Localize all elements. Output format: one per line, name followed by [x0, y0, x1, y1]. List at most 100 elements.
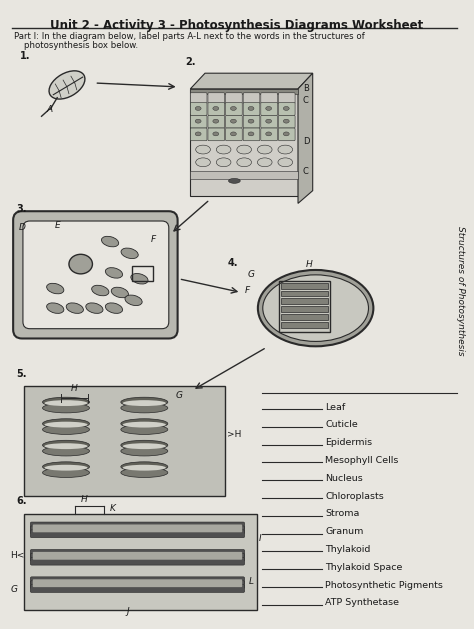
Ellipse shape [46, 303, 64, 313]
FancyBboxPatch shape [13, 211, 178, 338]
Bar [132, 266, 153, 281]
Bar [282, 314, 328, 320]
Text: Stroma: Stroma [326, 509, 360, 518]
FancyBboxPatch shape [30, 557, 245, 565]
Text: photosynthesis box below.: photosynthesis box below. [24, 41, 138, 50]
FancyBboxPatch shape [278, 128, 295, 141]
Bar [191, 171, 298, 179]
Ellipse shape [195, 120, 201, 123]
Text: H<: H< [10, 551, 25, 560]
Text: Granum: Granum [326, 527, 364, 536]
Text: G: G [10, 585, 17, 594]
Ellipse shape [121, 398, 168, 407]
Ellipse shape [121, 425, 168, 435]
Text: E: E [55, 221, 61, 230]
Bar [282, 291, 328, 296]
Text: 2.: 2. [185, 57, 196, 67]
FancyBboxPatch shape [226, 115, 242, 128]
FancyBboxPatch shape [243, 128, 260, 141]
Ellipse shape [121, 446, 168, 456]
Ellipse shape [91, 286, 109, 296]
Ellipse shape [43, 403, 90, 413]
Text: H: H [71, 384, 78, 393]
Bar [282, 298, 328, 304]
Text: H: H [306, 260, 312, 269]
Ellipse shape [45, 400, 88, 406]
FancyBboxPatch shape [30, 550, 245, 557]
Ellipse shape [66, 303, 83, 313]
Ellipse shape [266, 132, 272, 136]
Text: C: C [303, 167, 309, 176]
Ellipse shape [248, 120, 254, 123]
Ellipse shape [248, 106, 254, 111]
FancyBboxPatch shape [261, 128, 277, 141]
Bar [279, 281, 330, 331]
Text: 4.: 4. [228, 258, 238, 268]
Bar [191, 89, 298, 196]
Ellipse shape [213, 132, 219, 136]
FancyBboxPatch shape [243, 92, 260, 104]
Ellipse shape [121, 419, 168, 428]
Ellipse shape [45, 421, 88, 428]
Ellipse shape [283, 120, 289, 123]
FancyBboxPatch shape [33, 552, 242, 560]
Text: D: D [19, 223, 26, 232]
FancyBboxPatch shape [23, 221, 169, 329]
Text: K: K [110, 504, 116, 513]
Text: F: F [151, 235, 156, 243]
Polygon shape [298, 73, 313, 203]
Ellipse shape [43, 446, 90, 456]
Text: Part I: In the diagram below, label parts A-L next to the words in the structure: Part I: In the diagram below, label part… [14, 32, 365, 41]
Text: Chloroplasts: Chloroplasts [326, 492, 384, 501]
FancyBboxPatch shape [226, 128, 242, 141]
Ellipse shape [131, 274, 148, 284]
Ellipse shape [121, 440, 168, 450]
Text: B: B [303, 84, 309, 93]
Ellipse shape [216, 158, 231, 167]
FancyBboxPatch shape [243, 103, 260, 115]
Ellipse shape [123, 400, 166, 406]
FancyBboxPatch shape [30, 577, 245, 585]
Text: Photosynthetic Pigments: Photosynthetic Pigments [326, 581, 443, 589]
Ellipse shape [258, 270, 374, 347]
Ellipse shape [43, 425, 90, 435]
Ellipse shape [86, 303, 103, 313]
Text: 6.: 6. [16, 496, 27, 506]
Ellipse shape [105, 303, 123, 313]
Ellipse shape [228, 179, 240, 183]
Text: Nucleus: Nucleus [326, 474, 363, 483]
FancyBboxPatch shape [191, 115, 207, 128]
Text: 3.: 3. [16, 204, 27, 214]
Ellipse shape [237, 158, 252, 167]
FancyBboxPatch shape [30, 522, 245, 530]
Bar [191, 89, 298, 94]
FancyBboxPatch shape [30, 585, 245, 593]
Text: Epidermis: Epidermis [326, 438, 373, 447]
Ellipse shape [230, 132, 237, 136]
Ellipse shape [230, 120, 237, 123]
Ellipse shape [45, 465, 88, 470]
Ellipse shape [230, 106, 237, 111]
Text: H: H [81, 495, 87, 504]
Ellipse shape [121, 462, 168, 472]
FancyBboxPatch shape [278, 92, 295, 104]
Ellipse shape [263, 275, 368, 342]
Bar [282, 322, 328, 328]
Ellipse shape [121, 248, 138, 259]
FancyBboxPatch shape [208, 103, 225, 115]
Text: >H: >H [227, 430, 241, 439]
FancyBboxPatch shape [191, 92, 207, 104]
Text: J: J [127, 606, 129, 616]
FancyBboxPatch shape [261, 92, 277, 104]
Text: Cuticle: Cuticle [326, 420, 358, 430]
Ellipse shape [283, 132, 289, 136]
Ellipse shape [43, 398, 90, 407]
Bar [24, 514, 257, 610]
FancyBboxPatch shape [30, 526, 245, 534]
Text: Mesophyll Cells: Mesophyll Cells [326, 456, 399, 465]
Ellipse shape [196, 145, 210, 154]
Ellipse shape [123, 421, 166, 428]
Text: 1.: 1. [20, 52, 30, 62]
Ellipse shape [216, 145, 231, 154]
Bar [282, 306, 328, 312]
